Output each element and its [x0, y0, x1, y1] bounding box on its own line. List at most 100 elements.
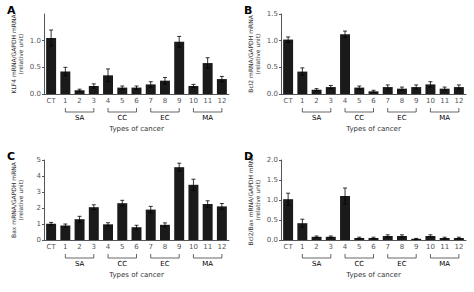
svg-text:10: 10 [189, 97, 198, 105]
svg-text:0: 0 [37, 236, 41, 244]
svg-text:Types of cancer: Types of cancer [108, 125, 164, 133]
svg-text:Types of cancer: Types of cancer [108, 271, 164, 279]
svg-text:9: 9 [414, 97, 418, 105]
svg-text:D: D [244, 150, 253, 163]
svg-text:EC: EC [160, 260, 169, 268]
svg-text:7: 7 [385, 97, 389, 105]
svg-text:(relative unit): (relative unit) [254, 180, 261, 221]
svg-text:5: 5 [120, 243, 124, 251]
svg-text:3: 3 [329, 243, 333, 251]
svg-text:Types of cancer: Types of cancer [345, 125, 401, 133]
svg-text:9: 9 [177, 243, 181, 251]
svg-text:1: 1 [37, 220, 41, 228]
svg-text:6: 6 [134, 243, 139, 251]
svg-text:11: 11 [440, 243, 449, 251]
svg-text:CC: CC [354, 114, 364, 122]
svg-text:3: 3 [92, 97, 96, 105]
svg-text:8: 8 [400, 97, 404, 105]
svg-text:11: 11 [203, 97, 212, 105]
svg-text:1: 1 [300, 97, 304, 105]
svg-text:8: 8 [400, 243, 404, 251]
svg-text:CT: CT [284, 243, 294, 251]
svg-text:2: 2 [314, 243, 318, 251]
svg-text:C: C [7, 150, 15, 163]
svg-text:12: 12 [217, 97, 226, 105]
svg-text:2: 2 [314, 97, 318, 105]
svg-text:9: 9 [177, 97, 181, 105]
svg-text:SA: SA [75, 260, 85, 268]
svg-text:5: 5 [37, 156, 41, 164]
svg-text:1.5: 1.5 [267, 10, 278, 18]
svg-text:12: 12 [217, 243, 226, 251]
svg-text:8: 8 [163, 97, 167, 105]
svg-text:CT: CT [284, 97, 294, 105]
svg-text:EC: EC [397, 114, 406, 122]
svg-text:0.5: 0.5 [267, 216, 278, 224]
svg-text:SA: SA [75, 114, 85, 122]
svg-text:11: 11 [440, 97, 449, 105]
svg-text:A: A [7, 4, 16, 17]
svg-text:12: 12 [454, 97, 463, 105]
svg-text:MA: MA [439, 114, 450, 122]
svg-text:CC: CC [354, 260, 364, 268]
svg-text:7: 7 [148, 97, 152, 105]
svg-text:3: 3 [92, 243, 96, 251]
svg-text:3: 3 [37, 188, 41, 196]
svg-text:0.5: 0.5 [30, 63, 41, 71]
svg-text:4: 4 [106, 97, 111, 105]
svg-text:2: 2 [77, 97, 81, 105]
svg-text:5: 5 [357, 97, 361, 105]
svg-text:B: B [244, 4, 252, 17]
svg-text:MA: MA [439, 260, 450, 268]
svg-text:Types of cancer: Types of cancer [345, 271, 401, 279]
svg-text:(relative unit): (relative unit) [254, 34, 261, 75]
svg-text:5: 5 [357, 243, 361, 251]
svg-text:2.0: 2.0 [267, 156, 278, 164]
svg-text:Bcl2/Bax mRNA/GAPDH mRNA: Bcl2/Bax mRNA/GAPDH mRNA [247, 154, 254, 246]
svg-text:MA: MA [202, 114, 213, 122]
svg-text:2: 2 [37, 204, 41, 212]
svg-text:1.0: 1.0 [30, 37, 41, 45]
svg-text:Bcl2 mRNA/GAPDH mRNA: Bcl2 mRNA/GAPDH mRNA [247, 14, 254, 92]
svg-text:1: 1 [63, 243, 67, 251]
svg-text:EC: EC [160, 114, 169, 122]
svg-text:SA: SA [312, 114, 322, 122]
svg-text:(relative unit): (relative unit) [17, 180, 24, 221]
svg-text:MA: MA [202, 260, 213, 268]
svg-text:(relative unit): (relative unit) [17, 34, 24, 75]
svg-text:4: 4 [106, 243, 111, 251]
svg-text:10: 10 [426, 243, 435, 251]
svg-text:12: 12 [454, 243, 463, 251]
svg-text:6: 6 [134, 97, 139, 105]
svg-text:1: 1 [300, 243, 304, 251]
svg-text:1: 1 [63, 97, 67, 105]
svg-text:11: 11 [203, 243, 212, 251]
svg-text:3: 3 [329, 97, 333, 105]
svg-text:4: 4 [343, 243, 348, 251]
svg-text:0.0: 0.0 [30, 90, 41, 98]
svg-text:CT: CT [47, 97, 57, 105]
svg-text:SA: SA [312, 260, 322, 268]
svg-text:0.5: 0.5 [267, 63, 278, 71]
svg-text:10: 10 [426, 97, 435, 105]
svg-text:7: 7 [385, 243, 389, 251]
svg-text:0.0: 0.0 [267, 90, 278, 98]
svg-text:EC: EC [397, 260, 406, 268]
svg-text:CT: CT [47, 243, 57, 251]
svg-text:2: 2 [77, 243, 81, 251]
svg-text:KLF4 mRNA/GAPDH mRNA: KLF4 mRNA/GAPDH mRNA [10, 14, 17, 94]
svg-text:9: 9 [414, 243, 418, 251]
svg-text:4: 4 [343, 97, 348, 105]
svg-text:7: 7 [148, 243, 152, 251]
svg-text:CC: CC [117, 114, 127, 122]
svg-text:4: 4 [37, 172, 42, 180]
svg-text:CC: CC [117, 260, 127, 268]
svg-text:6: 6 [371, 243, 376, 251]
svg-text:6: 6 [371, 97, 376, 105]
svg-text:Bax mRNA/GAPDH mRNA: Bax mRNA/GAPDH mRNA [10, 161, 17, 238]
svg-text:10: 10 [189, 243, 198, 251]
svg-text:1.0: 1.0 [267, 196, 278, 204]
svg-text:1.5: 1.5 [267, 176, 278, 184]
svg-text:1.0: 1.0 [267, 37, 278, 45]
svg-text:0.0: 0.0 [267, 236, 278, 244]
